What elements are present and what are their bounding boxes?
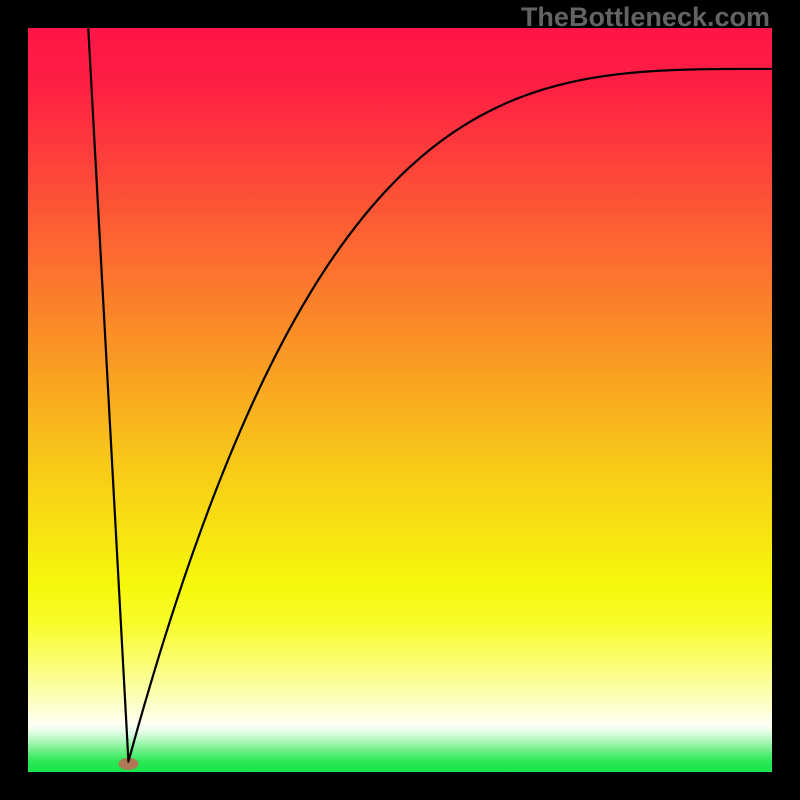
- chart-svg: [0, 0, 800, 800]
- watermark-text: TheBottleneck.com: [521, 2, 770, 33]
- gradient-background: [28, 28, 772, 772]
